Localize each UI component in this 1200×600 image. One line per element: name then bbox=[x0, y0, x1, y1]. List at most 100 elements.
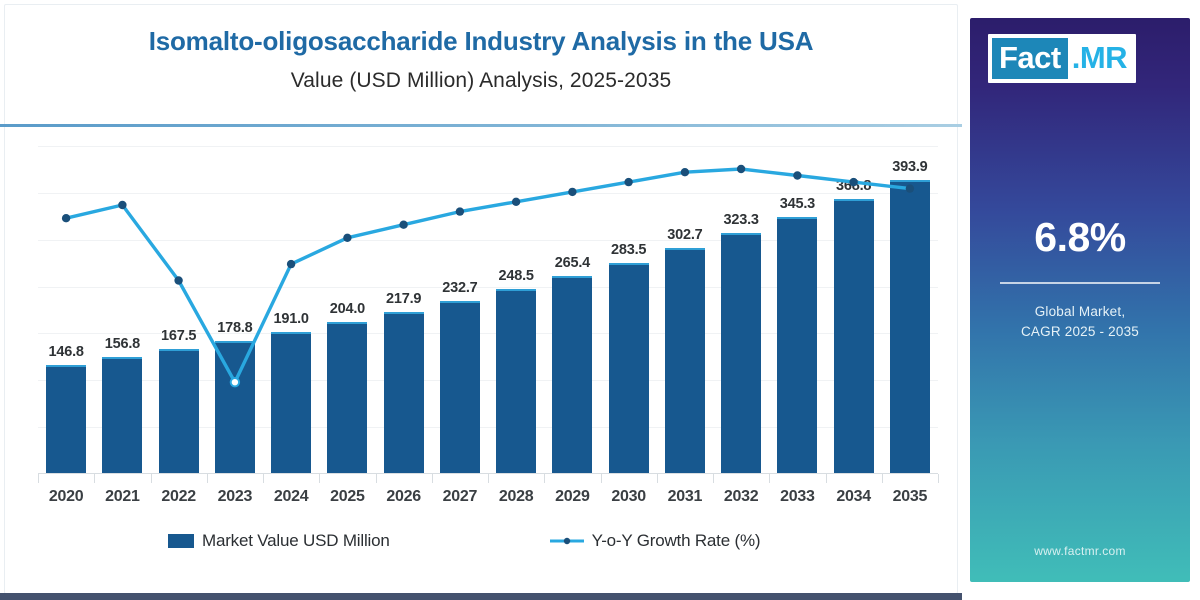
x-axis-tickmark bbox=[544, 474, 546, 483]
bar-slot: 393.9 bbox=[882, 146, 938, 474]
bar-2034[interactable] bbox=[833, 199, 874, 474]
gridline bbox=[38, 427, 938, 429]
brand-panel: Fact .MR 6.8% Global Market, CAGR 2025 -… bbox=[962, 0, 1200, 600]
x-axis-tickmark bbox=[938, 474, 939, 483]
logo-mr-text: .MR bbox=[1071, 40, 1128, 75]
x-axis-tick-2022: 2022 bbox=[161, 488, 196, 505]
bar-2025[interactable] bbox=[327, 321, 368, 474]
gridline bbox=[38, 146, 938, 147]
legend-label-market-value: Market Value USD Million bbox=[202, 531, 390, 550]
brand-gradient: Fact .MR 6.8% Global Market, CAGR 2025 -… bbox=[970, 18, 1190, 582]
bar-slot: 156.8 bbox=[94, 146, 150, 474]
x-axis-tickmark bbox=[150, 474, 152, 483]
legend-bar-swatch-icon bbox=[168, 534, 194, 548]
bar-2021[interactable] bbox=[102, 357, 143, 474]
x-axis-tickmark bbox=[319, 474, 321, 483]
legend-label-growth-rate: Y-o-Y Growth Rate (%) bbox=[591, 531, 761, 550]
x-axis: 2020 2021 2022 2023 2024 2025 2026 2027 2028 2029… bbox=[38, 474, 939, 516]
x-axis-tickmark bbox=[375, 474, 377, 483]
bar-value-label: 232.7 bbox=[442, 279, 478, 296]
bar-slot: 204.0 bbox=[319, 146, 375, 474]
bar-value-label: 217.9 bbox=[385, 290, 422, 307]
x-axis-tickmark bbox=[38, 474, 39, 483]
bar-value-label: 368.8 bbox=[835, 178, 872, 195]
bar-2031[interactable] bbox=[664, 248, 705, 474]
x-axis-tickmark bbox=[600, 474, 602, 483]
factmr-logo[interactable]: Fact .MR bbox=[988, 34, 1137, 83]
bar-slot: 146.8 bbox=[38, 146, 94, 474]
bar-slot: 217.9 bbox=[376, 146, 432, 474]
bar-value-label: 248.5 bbox=[498, 267, 534, 284]
cagr-caption-line2: CAGR 2025 - 2035 bbox=[1020, 324, 1140, 340]
x-axis-tick-2029: 2029 bbox=[555, 488, 590, 505]
brand-url: www.factmr.com bbox=[1034, 544, 1126, 558]
bar-slot: 283.5 bbox=[601, 146, 657, 474]
bar-slot: 265.4 bbox=[544, 146, 600, 474]
bar-value-label: 393.9 bbox=[892, 159, 928, 176]
x-axis-tickmark bbox=[825, 474, 827, 483]
legend-line-swatch-icon bbox=[549, 537, 584, 545]
x-axis-tick-2021: 2021 bbox=[105, 488, 140, 505]
x-axis-tickmark bbox=[881, 474, 883, 483]
page-title: Isomalto-oligosaccharide Industry Analys… bbox=[148, 26, 814, 56]
bar-slot: 323.3 bbox=[713, 146, 769, 474]
chart-legend: Market Value USD Million Y-o-Y Growth Ra… bbox=[38, 524, 938, 558]
bar-2035[interactable] bbox=[889, 180, 930, 474]
x-axis-tick-2027: 2027 bbox=[442, 488, 478, 505]
x-axis-tick-2033: 2033 bbox=[780, 488, 815, 505]
bar-2027[interactable] bbox=[439, 300, 480, 474]
x-axis-tickmark bbox=[263, 474, 264, 483]
bar-2022[interactable] bbox=[158, 349, 199, 474]
x-axis-tick-2028: 2028 bbox=[498, 488, 534, 505]
bar-slot: 248.5 bbox=[488, 146, 544, 474]
bar-value-label: 156.8 bbox=[104, 336, 141, 353]
bar-2028[interactable] bbox=[496, 288, 537, 474]
x-axis-tick-2035: 2035 bbox=[892, 488, 928, 505]
cagr-caption: Global Market, CAGR 2025 - 2035 bbox=[970, 302, 1190, 343]
bar-2033[interactable] bbox=[777, 216, 818, 474]
x-axis-tick-2025: 2025 bbox=[330, 488, 365, 505]
bar-value-label: 167.5 bbox=[160, 328, 197, 345]
bar-value-label: 283.5 bbox=[610, 241, 647, 258]
bar-value-label: 265.4 bbox=[554, 255, 591, 272]
x-axis-tickmark bbox=[488, 474, 489, 483]
bar-slot: 167.5 bbox=[151, 146, 207, 474]
page-subtitle: Value (USD Million) Analysis, 2025-2035 bbox=[290, 69, 672, 92]
bar-slot: 178.8 bbox=[207, 146, 263, 474]
bar-series: 146.8 156.8 167.5 178.8 191.0 204.0 217.9 232.7… bbox=[38, 146, 938, 474]
x-axis-tickmark bbox=[769, 474, 771, 483]
bar-2020[interactable] bbox=[46, 364, 87, 474]
bar-2030[interactable] bbox=[608, 262, 649, 474]
chart-panel: Isomalto-oligosaccharide Industry Analys… bbox=[0, 4, 962, 600]
bar-2029[interactable] bbox=[552, 276, 593, 474]
x-axis-tick-2031: 2031 bbox=[667, 488, 703, 505]
bar-2026[interactable] bbox=[383, 311, 424, 474]
footer-bar bbox=[0, 593, 962, 600]
axis-baseline bbox=[38, 473, 938, 474]
x-axis-tick-2030: 2030 bbox=[611, 488, 646, 505]
bar-value-label: 302.7 bbox=[667, 227, 703, 244]
bar-slot: 302.7 bbox=[657, 146, 713, 474]
cagr-caption-line1: Global Market, bbox=[1034, 304, 1126, 319]
bar-2024[interactable] bbox=[271, 331, 312, 474]
legend-item-market-value[interactable]: Market Value USD Million bbox=[168, 531, 390, 551]
bar-2023[interactable] bbox=[214, 340, 255, 474]
header-divider bbox=[0, 124, 962, 127]
bar-value-label: 191.0 bbox=[273, 310, 309, 327]
x-axis-tick-2020: 2020 bbox=[48, 488, 84, 505]
x-axis-tickmark bbox=[94, 474, 96, 483]
bar-value-label: 204.0 bbox=[329, 300, 366, 317]
cagr-value: 6.8% bbox=[1034, 214, 1126, 260]
bar-value-label: 345.3 bbox=[779, 195, 816, 212]
x-axis-tickmark bbox=[713, 474, 714, 483]
legend-item-growth-rate[interactable]: Y-o-Y Growth Rate (%) bbox=[549, 531, 761, 551]
cagr-divider bbox=[1000, 282, 1160, 284]
bar-2032[interactable] bbox=[721, 233, 762, 474]
x-axis-tickmark bbox=[656, 474, 658, 483]
bar-value-label: 178.8 bbox=[217, 319, 253, 336]
bar-slot: 232.7 bbox=[432, 146, 488, 474]
x-axis-tick-2034: 2034 bbox=[836, 488, 871, 505]
bar-value-label: 323.3 bbox=[723, 212, 759, 228]
x-axis-tick-2024: 2024 bbox=[273, 488, 309, 505]
